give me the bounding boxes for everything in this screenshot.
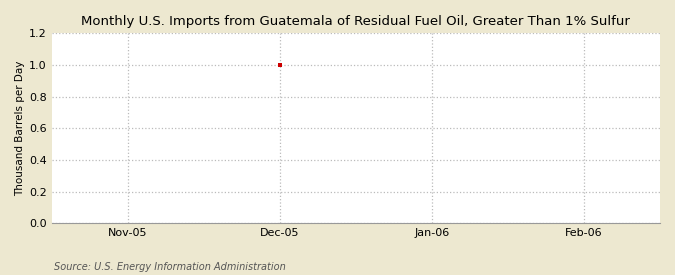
- Title: Monthly U.S. Imports from Guatemala of Residual Fuel Oil, Greater Than 1% Sulfur: Monthly U.S. Imports from Guatemala of R…: [82, 15, 630, 28]
- Y-axis label: Thousand Barrels per Day: Thousand Barrels per Day: [15, 60, 25, 196]
- Text: Source: U.S. Energy Information Administration: Source: U.S. Energy Information Administ…: [54, 262, 286, 272]
